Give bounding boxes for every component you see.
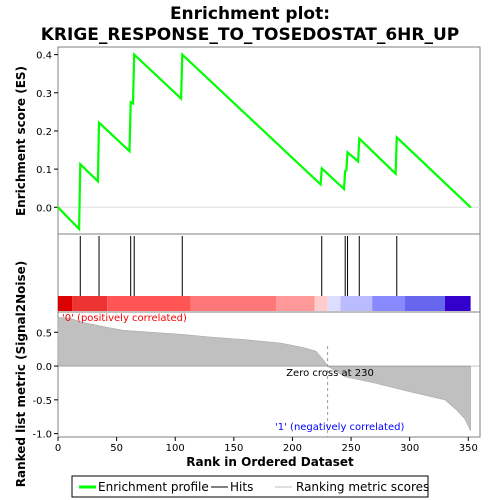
es-y-tick-label: 0.1 [36,165,52,176]
x-tick-label: 200 [283,443,302,454]
colorbar-segment [107,296,191,311]
legend-label-metric: Ranking metric scores [296,480,429,494]
es-point [57,206,59,209]
metric-y-tick-label: -0.5 [32,396,52,407]
es-point [343,188,345,190]
es-y-tick-label: 0.0 [36,203,52,214]
x-tick-label: 250 [342,443,361,454]
es-point [132,102,134,105]
colorbar-segment [327,296,341,311]
colorbar-segment [72,296,108,311]
es-point [133,53,135,56]
x-tick-label: 300 [400,443,419,454]
es-y-axis-label: Enrichment score (ES) [14,66,28,216]
legend-label-enrichment: Enrichment profile [98,480,209,494]
es-point [346,151,349,154]
colorbar-segment [190,296,277,311]
metric-y-axis-label: Ranked list metric (Signal2Noise) [14,261,28,488]
es-point [129,101,132,104]
es-point [358,137,361,140]
es-y-axis: 0.0 0.1 0.2 0.3 0.4 [36,51,58,214]
es-curve [57,52,472,232]
enrichment-profile [57,52,472,232]
es-point [395,136,398,139]
metric-y-tick-label: -1.0 [32,430,52,441]
colorbar-segment [314,296,328,311]
es-y-tick-label: 0.2 [36,127,52,138]
colorbar-segment [404,296,445,311]
es-point [394,172,397,175]
metric-y-tick-label: 0.5 [36,328,52,339]
negative-correlation-label: '1' (negatively correlated) [275,422,404,433]
colorbar-segment [444,296,471,311]
ranking-metric [57,317,480,437]
es-point [79,163,82,165]
es-point [345,169,348,172]
es-point [181,53,184,56]
chart-title-line1: Enrichment plot: [170,4,330,24]
x-axis-label: Rank in Ordered Dataset [186,455,354,469]
es-y-tick-label: 0.4 [36,51,52,62]
x-tick-label: 350 [459,443,478,454]
es-point [320,167,323,170]
x-tick-label: 0 [55,443,61,454]
metric-y-axis: 0.5 0.0 -0.5 -1.0 [32,328,58,441]
x-tick-label: 50 [110,443,123,454]
legend-label-hits: Hits [230,480,253,494]
colorbar-segment [58,296,73,311]
es-point [344,170,346,172]
es-point [128,150,131,152]
x-tick-label: 150 [224,443,243,454]
es-point [319,183,322,186]
hit-marks [79,236,398,296]
es-point [97,180,99,183]
colorbar-segment [372,296,405,311]
zero-cross-label: Zero cross at 230 [286,368,374,379]
colorbar-segment [340,296,373,311]
es-point [357,160,359,163]
metric-y-tick-label: 0.0 [36,362,52,373]
es-point [180,97,182,100]
metric-area [57,317,471,432]
legend-box [71,475,429,498]
x-axis: 0 50 100 150 200 250 300 350 [55,437,478,454]
rank-colorbar [58,296,471,311]
legend: Enrichment profile Hits Ranking metric s… [71,475,429,498]
es-point [98,121,100,124]
es-y-tick-label: 0.3 [36,89,52,100]
es-point [469,206,472,209]
es-panel [57,46,481,235]
positive-correlation-label: '0' (positively correlated) [62,313,187,324]
es-point [78,228,80,230]
x-tick-label: 100 [166,443,185,454]
chart-title-line2: KRIGE_RESPONSE_TO_TOSEDOSTAT_6HR_UP [41,25,459,45]
colorbar-segment [276,296,315,311]
